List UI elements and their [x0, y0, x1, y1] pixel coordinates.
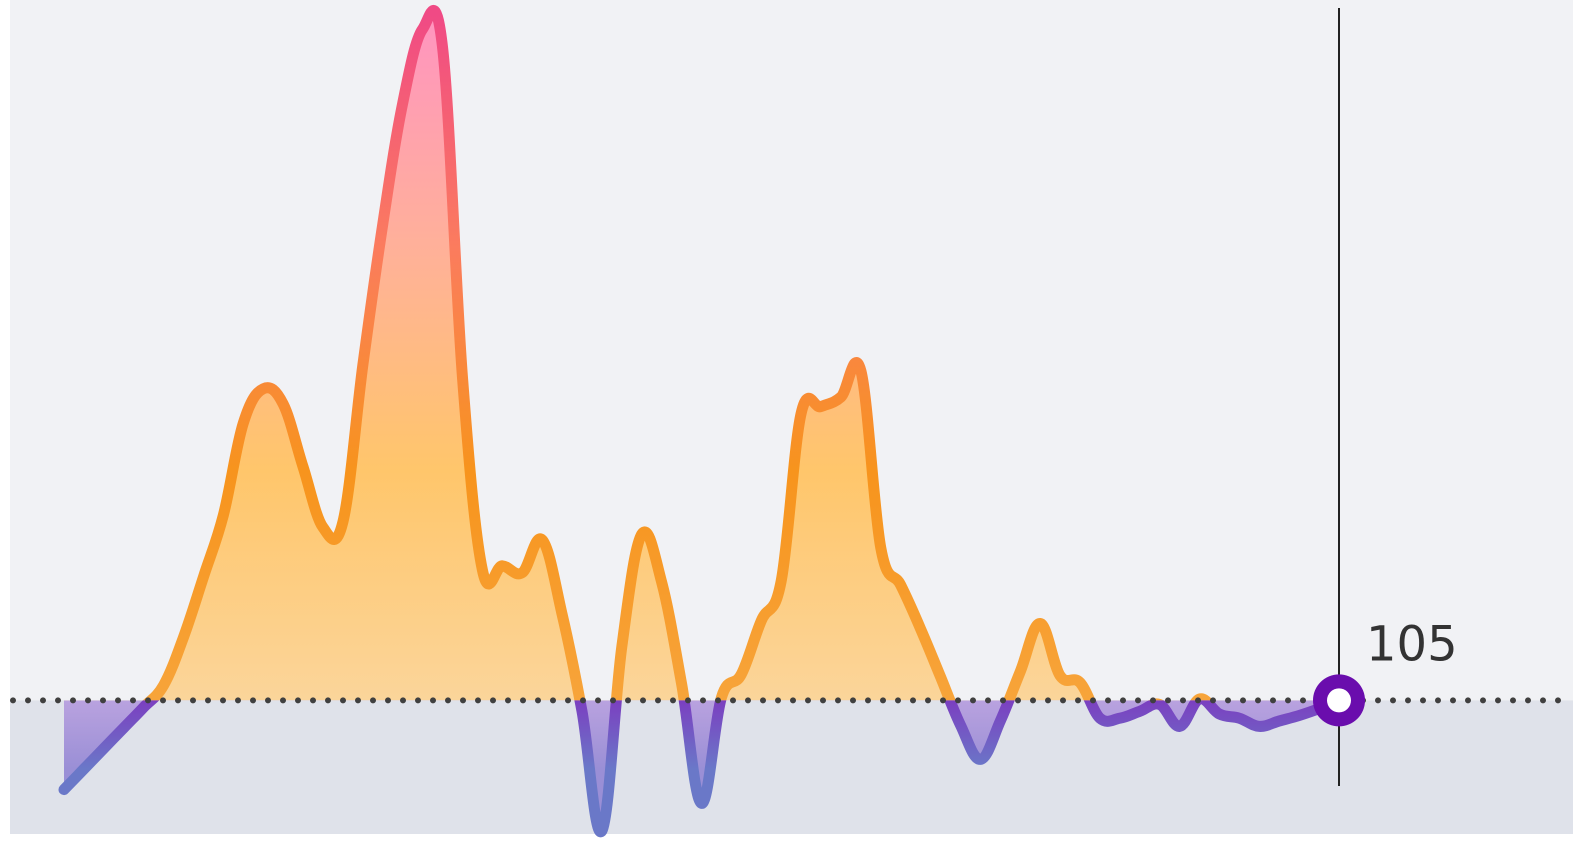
series-line-above-baseline — [142, 4, 1345, 701]
current-value-label: 105 — [1366, 616, 1458, 672]
series-line-below-baseline — [58, 700, 1345, 838]
area-fill-above-baseline — [151, 10, 1206, 701]
area-fill-below-baseline — [64, 700, 1339, 832]
current-point-marker-center — [1327, 688, 1351, 713]
background-lower — [10, 700, 1573, 834]
series-group — [58, 4, 1345, 838]
